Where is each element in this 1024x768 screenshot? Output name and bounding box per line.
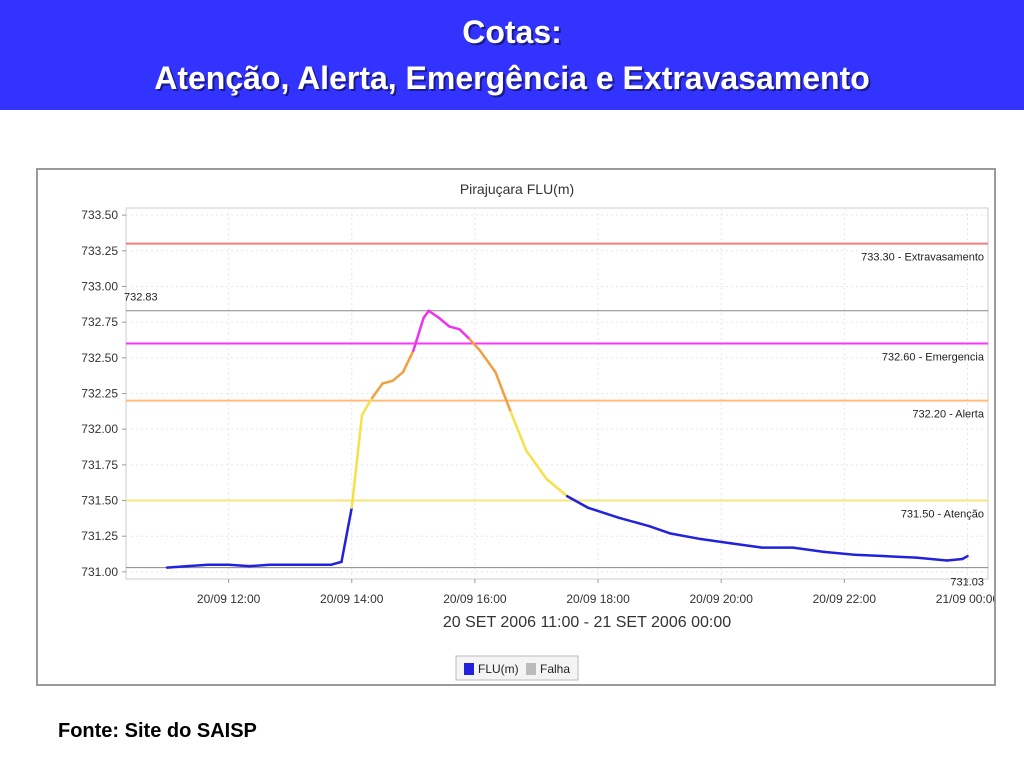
- series-segment: [329, 560, 343, 566]
- peak-value-label: 732.83: [124, 292, 158, 304]
- legend-box: [455, 655, 579, 681]
- series-segment: [412, 316, 425, 352]
- threshold-label: 732.20 - Alerta: [912, 409, 984, 421]
- series-segment: [401, 349, 415, 374]
- series-segment: [381, 379, 395, 385]
- series-segment: [648, 524, 672, 535]
- series-segment: [945, 557, 964, 562]
- series-segment: [730, 542, 764, 549]
- series-segment: [165, 564, 189, 569]
- series-segment: [509, 410, 528, 452]
- series-segment: [371, 382, 384, 400]
- series-segment: [524, 449, 548, 481]
- legend-label: FLU(m): [478, 662, 519, 676]
- series-segment: [668, 532, 702, 541]
- series-segment: [437, 316, 451, 328]
- series-segment: [617, 516, 651, 528]
- y-tick-label: 733.25: [81, 244, 118, 258]
- x-tick-label: 20/09 14:00: [320, 592, 384, 606]
- y-tick-label: 732.50: [81, 351, 118, 365]
- y-tick-label: 731.00: [81, 565, 118, 579]
- chart-svg: Pirajuçara FLU(m) 731.00 731.25 731.50 731.7…: [81, 181, 994, 681]
- series-segment: [822, 550, 856, 556]
- x-tick-label: 20/09 22:00: [813, 592, 877, 606]
- series-segment: [422, 309, 430, 320]
- source-note: Fonte: Site do SAISP: [58, 720, 257, 742]
- x-axis-label: 20 SET 2006 11:00 - 21 SET 2006 00:00: [443, 614, 731, 631]
- y-tick-label: 732.75: [81, 315, 118, 329]
- series-segment: [186, 563, 210, 568]
- series-segment: [545, 477, 569, 498]
- series-segment: [478, 349, 497, 374]
- series-segment: [391, 370, 405, 382]
- x-tick-label: 20/09 16:00: [443, 592, 507, 606]
- series-segment: [914, 556, 949, 562]
- legend-swatch: [526, 663, 536, 675]
- threshold-label: 732.60 - Emergencia: [882, 352, 985, 364]
- y-tick-label: 733.00: [81, 279, 118, 293]
- slide-title-line2: Atenção, Alerta, Emergência e Extravasam…: [154, 60, 870, 96]
- series-segment: [791, 546, 826, 554]
- legend-label: Falha: [540, 662, 570, 676]
- min-value-label: 731.03: [950, 577, 984, 589]
- slide-title-line1: Cotas:: [462, 14, 562, 50]
- series-segment: [961, 554, 969, 561]
- x-tick-label: 20/09 18:00: [566, 592, 630, 606]
- series-segment: [448, 325, 461, 331]
- slide-header: Cotas: Atenção, Alerta, Emergência e Ext…: [0, 0, 1024, 110]
- y-tick-label: 733.50: [81, 208, 118, 222]
- legend-swatch: [464, 663, 474, 675]
- series-segment: [350, 413, 364, 509]
- series-segment: [494, 370, 513, 414]
- threshold-label: 731.50 - Atenção: [901, 509, 984, 521]
- series-segment: [247, 563, 271, 568]
- series-segment: [227, 563, 251, 568]
- x-tick-label: 20/09 12:00: [197, 592, 261, 606]
- y-tick-label: 731.75: [81, 458, 118, 472]
- y-tick-label: 731.50: [81, 494, 118, 508]
- series-segment: [360, 396, 374, 417]
- y-tick-label: 731.25: [81, 529, 118, 543]
- chart-title: Pirajuçara FLU(m): [460, 181, 574, 197]
- series-segment: [853, 553, 887, 558]
- series-segment: [468, 338, 482, 352]
- threshold-label: 733.30 - Extravasamento: [861, 252, 984, 264]
- x-tick-label: 21/09 00:00: [936, 592, 994, 606]
- x-tick-label: 20/09 20:00: [689, 592, 753, 606]
- series-segment: [566, 494, 590, 509]
- series-segment: [586, 506, 620, 519]
- series-segment: [884, 554, 918, 559]
- series-segment: [458, 328, 472, 341]
- series-segment: [340, 506, 354, 564]
- series-segment: [699, 537, 733, 545]
- chart-frame: Pirajuçara FLU(m) 731.00 731.25 731.50 731.7…: [36, 168, 996, 686]
- series-segment: [427, 309, 441, 320]
- y-tick-label: 732.25: [81, 387, 118, 401]
- y-tick-label: 732.00: [81, 422, 118, 436]
